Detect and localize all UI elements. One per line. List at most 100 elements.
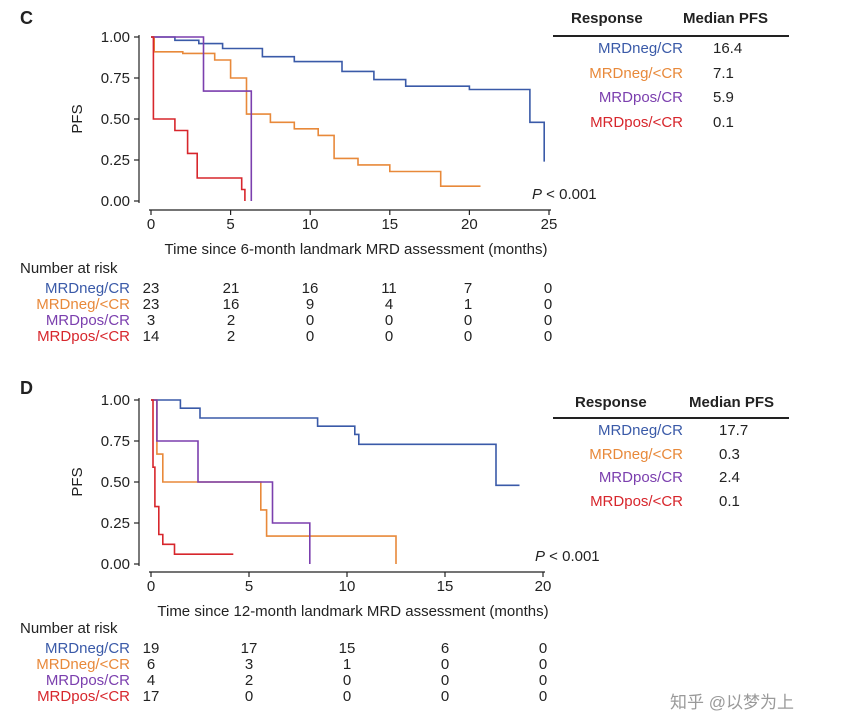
km-curve-mrdpos-cr <box>151 36 253 201</box>
risk-count: 0 <box>543 312 553 329</box>
x-tick-label: 15 <box>437 578 454 595</box>
risk-row-label: MRDneg/<CR <box>36 656 130 673</box>
risk-count: 23 <box>142 280 160 297</box>
km-curve-mrdneg-cr <box>151 399 397 564</box>
risk-count: 0 <box>342 672 352 689</box>
risk-count: 11 <box>381 280 397 297</box>
risk-count: 0 <box>384 312 394 329</box>
risk-count: 23 <box>142 296 160 313</box>
risk-count: 0 <box>463 328 473 345</box>
x-tick-label: 15 <box>381 216 398 233</box>
y-tick-label: 0.50 <box>101 111 130 128</box>
risk-row-label: MRDpos/CR <box>45 312 130 329</box>
y-tick-label: 0.25 <box>101 515 130 532</box>
risk-count: 4 <box>384 296 394 313</box>
pvalue-symbol: P <box>532 186 543 203</box>
risk-count: 15 <box>338 640 356 657</box>
legend-response-name: MRDpos/CR <box>598 469 683 486</box>
y-tick-label: 0.00 <box>101 556 130 573</box>
risk-count: 0 <box>342 688 352 705</box>
risk-count: 16 <box>222 296 240 313</box>
risk-row-label: MRDneg/<CR <box>36 296 130 313</box>
pvalue-c: P < 0.001 <box>532 186 597 203</box>
risk-count: 9 <box>305 296 315 313</box>
km-curve-mrdpos-cr <box>151 399 234 555</box>
risk-count: 7 <box>463 280 473 297</box>
risk-table-d: MRDneg/CR 19 17 15 6 0 MRDneg/<CR 6 3 1 0 0 MRDpos/C… <box>0 640 865 715</box>
x-axis-label: Time since 6-month landmark MRD assessme… <box>165 241 548 258</box>
risk-count: 0 <box>305 328 315 345</box>
risk-count: 17 <box>240 640 258 657</box>
y-tick-label: 0.25 <box>101 152 130 169</box>
risk-count: 0 <box>463 312 473 329</box>
y-tick-label: 0.00 <box>101 193 130 210</box>
risk-count: 0 <box>538 688 548 705</box>
legend-table-d: Response Median PFS MRDneg/CR 17.7 MRDneg/… <box>553 392 793 512</box>
legend-median-value: 0.1 <box>713 113 734 131</box>
risk-count: 3 <box>146 312 156 329</box>
risk-count: 16 <box>301 280 319 297</box>
x-tick-label: 20 <box>461 216 478 233</box>
risk-count: 0 <box>538 656 548 673</box>
legend-response-name: MRDneg/CR <box>597 40 683 57</box>
watermark: 知乎 @以梦为上 <box>670 693 794 712</box>
x-axis-label: Time since 12-month landmark MRD assessm… <box>157 603 548 620</box>
risk-count: 0 <box>543 296 553 313</box>
y-axis-label: PFS <box>69 104 86 133</box>
risk-row-label: MRDpos/CR <box>45 672 130 689</box>
risk-count: 2 <box>226 312 236 329</box>
y-tick-label: 0.75 <box>101 70 130 87</box>
legend-response-name: MRDpos/<CR <box>590 113 683 131</box>
pvalue-symbol: P <box>535 548 546 565</box>
risk-title-d: Number at risk <box>20 620 118 637</box>
x-tick-label: 10 <box>302 216 319 233</box>
risk-row-label: MRDneg/CR <box>44 640 130 657</box>
panel-label-c: C <box>20 8 33 28</box>
risk-count: 14 <box>142 328 160 345</box>
risk-count: 0 <box>538 672 548 689</box>
legend-divider <box>553 35 789 37</box>
legend-median-value: 17.7 <box>719 422 749 439</box>
risk-count: 4 <box>146 672 156 689</box>
legend-median-value: 16.4 <box>713 40 743 57</box>
risk-row-label: MRDpos/<CR <box>37 688 130 705</box>
risk-count: 6 <box>146 656 156 673</box>
pvalue-d: P < 0.001 <box>535 548 600 565</box>
risk-count: 6 <box>440 640 450 657</box>
x-tick-label: 25 <box>541 216 558 233</box>
risk-count: 0 <box>440 672 450 689</box>
legend-header-response: Response <box>571 10 643 27</box>
y-tick-label: 1.00 <box>101 392 130 409</box>
legend-median-value: 0.1 <box>719 492 740 510</box>
pvalue-text: < 0.001 <box>542 186 597 203</box>
panel-label-d: D <box>20 378 33 398</box>
risk-count: 17 <box>142 688 160 705</box>
risk-count: 0 <box>440 656 450 673</box>
km-curve-mrdpos-cr <box>151 399 311 564</box>
risk-row-label: MRDneg/CR <box>44 280 130 297</box>
km-curve-mrdneg-cr <box>151 399 520 487</box>
risk-count: 1 <box>342 656 352 673</box>
legend-median-value: 5.9 <box>713 89 734 106</box>
x-tick-label: 10 <box>339 578 356 595</box>
legend-header-median: Median PFS <box>689 394 775 411</box>
x-tick-label: 0 <box>147 578 155 595</box>
y-tick-label: 0.50 <box>101 474 130 491</box>
risk-title-c: Number at risk <box>20 260 118 277</box>
legend-median-value: 0.3 <box>719 445 740 463</box>
risk-count: 21 <box>222 280 240 297</box>
pvalue-text: < 0.001 <box>545 548 600 565</box>
risk-count: 0 <box>440 688 450 705</box>
legend-response-name: MRDneg/<CR <box>589 64 683 82</box>
risk-count: 0 <box>244 688 254 705</box>
risk-count: 0 <box>384 328 394 345</box>
y-axis-label: PFS <box>69 467 86 496</box>
risk-row-label: MRDpos/<CR <box>37 328 130 345</box>
legend-divider <box>553 417 789 419</box>
x-tick-label: 0 <box>147 216 155 233</box>
risk-count: 0 <box>538 640 548 657</box>
risk-count: 0 <box>543 328 553 345</box>
km-curve-mrdpos-cr <box>151 36 246 201</box>
legend-header-median: Median PFS <box>683 10 769 27</box>
